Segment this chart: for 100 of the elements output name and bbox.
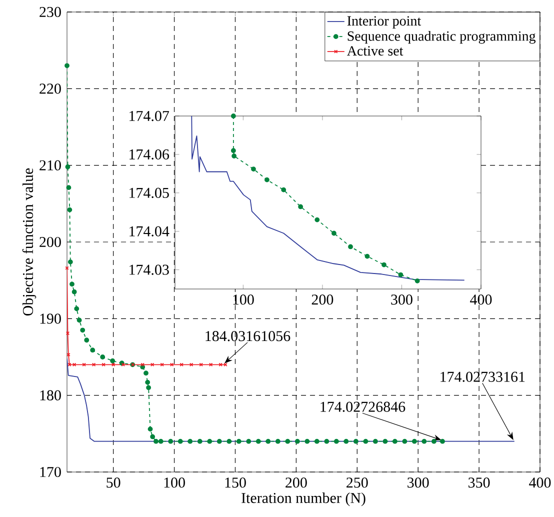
point xyxy=(372,438,378,444)
point xyxy=(80,328,86,333)
point xyxy=(431,438,436,444)
point xyxy=(150,362,154,367)
y-tick-label: 200 xyxy=(40,236,61,248)
point xyxy=(208,362,213,367)
x-tick-label: 300 xyxy=(391,294,412,305)
point xyxy=(251,166,256,172)
point xyxy=(140,362,144,367)
point xyxy=(414,278,420,284)
point xyxy=(331,230,336,236)
point xyxy=(102,362,106,367)
point xyxy=(148,426,153,432)
y-tick-label: 174.06 xyxy=(130,149,170,160)
annotation: 184.03161056 xyxy=(206,331,290,342)
point xyxy=(344,438,349,444)
point xyxy=(324,438,330,444)
point xyxy=(412,438,417,444)
point xyxy=(154,438,158,444)
point xyxy=(392,438,398,444)
point xyxy=(232,154,237,158)
point xyxy=(304,438,310,444)
point xyxy=(178,438,183,444)
point xyxy=(66,331,70,336)
point xyxy=(226,438,232,444)
point xyxy=(285,438,290,444)
point xyxy=(314,438,320,444)
point xyxy=(230,148,236,154)
point xyxy=(90,348,96,353)
point xyxy=(294,438,300,444)
point xyxy=(364,254,370,259)
annotation: 174.02733161 xyxy=(440,372,525,382)
point xyxy=(84,338,90,343)
point xyxy=(64,63,70,68)
x-tick-label: 100 xyxy=(233,294,254,305)
point xyxy=(82,362,86,367)
point xyxy=(382,438,388,444)
y-tick-label: 180 xyxy=(40,390,61,400)
x-axis-title: Iteration number (N) xyxy=(242,492,366,506)
x-tick-label: 400 xyxy=(470,294,492,305)
point xyxy=(65,164,70,170)
point xyxy=(298,204,304,210)
x-tick-label: 100 xyxy=(164,478,185,488)
x-tick-label: 200 xyxy=(312,294,334,305)
point xyxy=(402,438,408,444)
point xyxy=(145,380,150,385)
point xyxy=(188,438,193,444)
legend-label: Active set xyxy=(347,46,404,56)
point xyxy=(150,434,156,440)
x-tick-label: 300 xyxy=(408,478,429,488)
point xyxy=(314,217,320,222)
point xyxy=(440,438,445,444)
x-tick-label: 250 xyxy=(346,478,368,488)
y-tick-label: 174.05 xyxy=(130,188,169,198)
y-tick-label: 210 xyxy=(40,160,61,170)
legend-label: Interior point xyxy=(347,16,422,28)
point xyxy=(281,187,286,192)
point xyxy=(160,362,164,367)
y-tick-label: 220 xyxy=(40,84,61,94)
point xyxy=(256,438,261,444)
y-tick-label: 170 xyxy=(40,466,61,478)
point xyxy=(363,438,368,444)
point xyxy=(76,318,82,323)
point xyxy=(334,438,339,444)
y-tick-label: 174.07 xyxy=(130,110,170,122)
point xyxy=(422,438,427,444)
point xyxy=(275,438,280,444)
point xyxy=(353,438,358,444)
point xyxy=(230,114,236,118)
x-tick-label: 150 xyxy=(225,478,246,488)
point xyxy=(246,438,252,444)
point xyxy=(144,370,148,376)
x-tick-label: 50 xyxy=(106,478,120,488)
point xyxy=(168,438,174,444)
point xyxy=(398,272,404,278)
point xyxy=(197,438,202,444)
point xyxy=(67,207,72,212)
y-axis-title: Objective function value xyxy=(22,168,36,316)
point xyxy=(207,438,212,444)
point xyxy=(66,185,72,190)
point xyxy=(216,438,222,444)
point xyxy=(170,362,174,367)
point xyxy=(180,362,184,367)
y-tick-label: 174.03 xyxy=(130,264,169,275)
legend-label: Sequence quadratic programming xyxy=(348,30,536,44)
point xyxy=(158,438,164,444)
point xyxy=(146,385,152,390)
point xyxy=(266,438,271,444)
x-tick-label: 350 xyxy=(468,478,490,488)
y-tick-label: 230 xyxy=(40,6,61,18)
point xyxy=(264,177,270,182)
point xyxy=(236,438,242,444)
annotation: 174.02726846 xyxy=(320,402,406,412)
x-tick-label: 200 xyxy=(286,478,307,488)
point xyxy=(72,289,77,294)
y-tick-label: 174.04 xyxy=(130,226,170,236)
point xyxy=(70,282,74,287)
point xyxy=(100,354,106,360)
point xyxy=(110,358,116,364)
point xyxy=(348,244,353,250)
